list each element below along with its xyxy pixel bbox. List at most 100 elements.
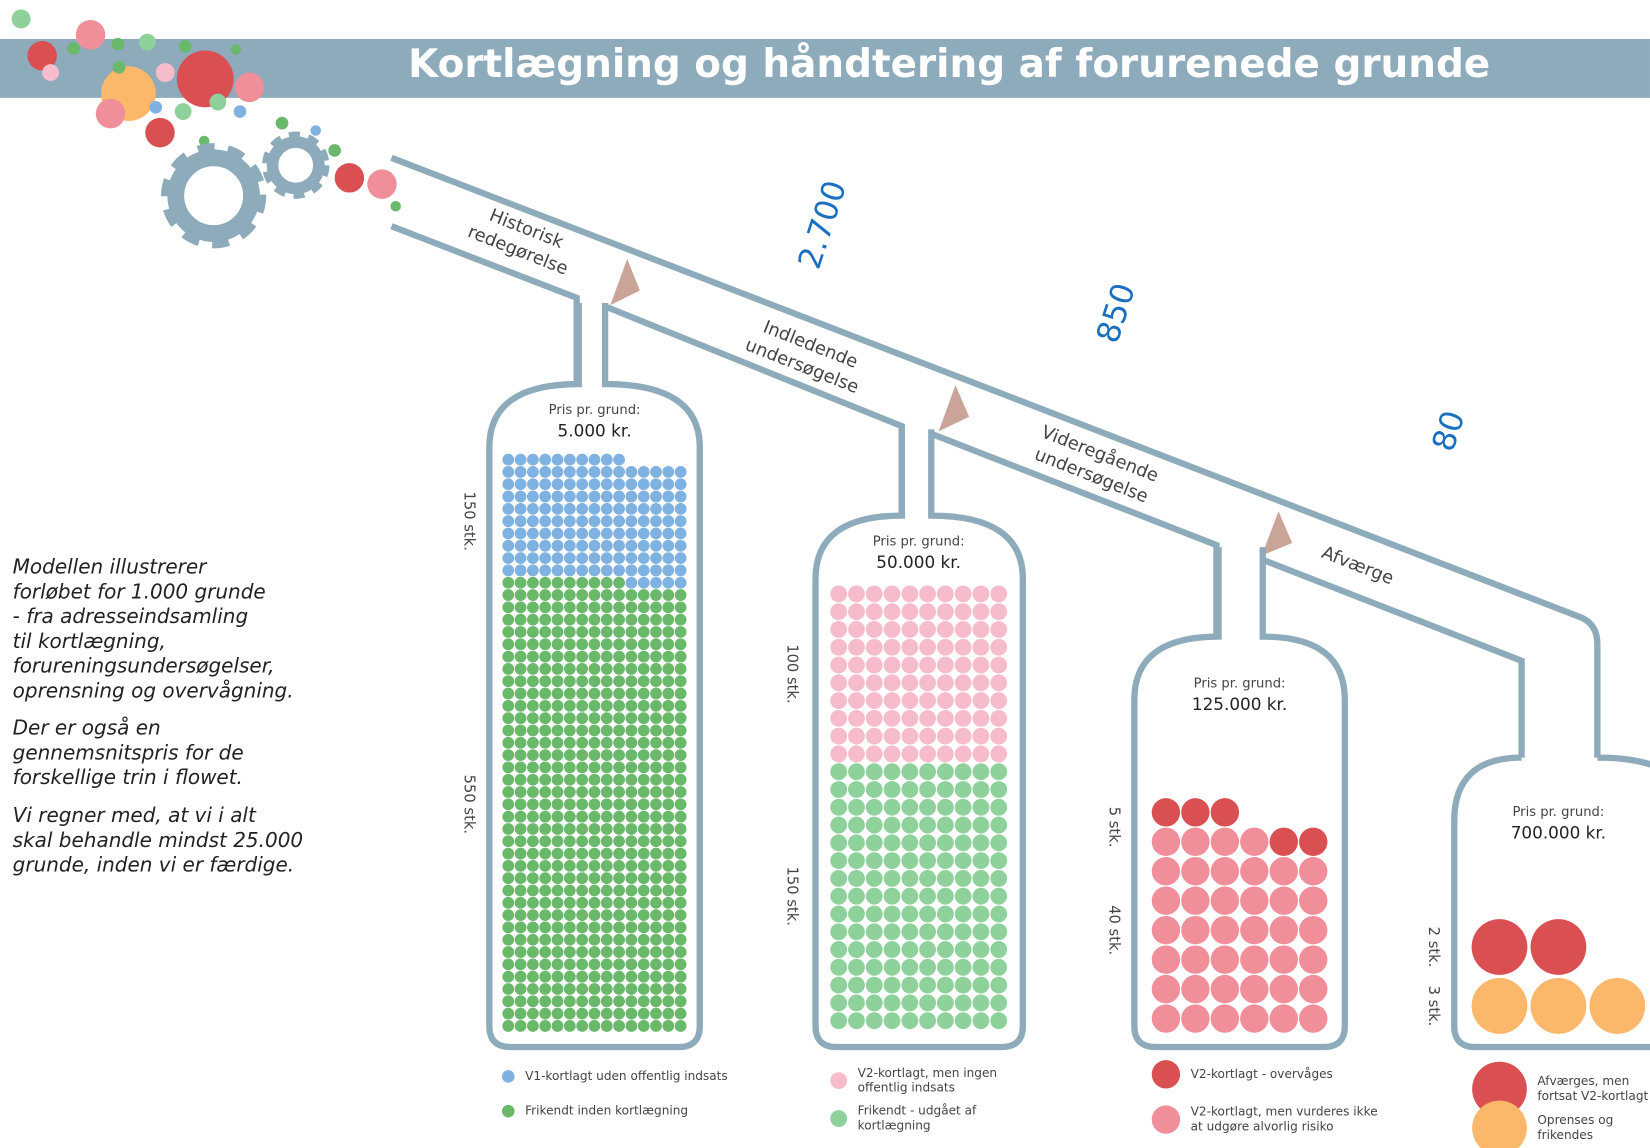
unit-dot [551,601,564,614]
flask [1131,547,1348,1051]
unit-dot [514,798,527,811]
unit-dot [625,933,638,946]
unit-dot [901,1012,919,1030]
unit-dot [527,736,539,749]
unit-dot [954,709,972,727]
unit-dot [674,872,687,885]
unit-dot [883,692,901,710]
unit-dot [650,872,662,885]
unit-dot [650,823,662,835]
unit-dot [954,923,972,941]
unit-dot [588,1007,601,1020]
unit-dot [613,798,625,811]
legend-text: kortlægning [858,1118,931,1132]
unit-dot [662,712,675,725]
unit-dot [830,994,848,1012]
unit-dot [613,946,625,958]
unit-dot [637,872,650,885]
unit-dot [539,860,552,872]
unit-dot [539,823,552,835]
unit-dot [527,786,539,798]
unit-dot [563,502,576,515]
unit-dot [972,941,990,958]
unit-dot [563,909,576,922]
unit-dot [883,745,901,763]
unit-dot [674,773,687,786]
unit-dot [527,687,539,700]
unit-dot [527,761,539,774]
unit-dot [576,552,589,565]
unit-dot [625,921,638,934]
unit-dot [674,958,687,971]
unit-dot [625,749,638,761]
unit-dot [563,601,576,614]
unit-dot [901,692,919,710]
unit-dot [865,905,883,923]
unit-dot [576,478,589,491]
unit-dot [883,781,901,798]
unit-dot [1210,945,1240,974]
unit-dot [502,786,515,798]
unit-dot [588,1020,601,1032]
unit-dot [674,502,687,515]
unit-dot [662,921,675,934]
unit-dot [600,675,613,688]
unit-dot [514,773,527,786]
unit-dot [901,709,919,727]
unit-dot [613,638,625,651]
unit-dot [514,810,527,823]
unit-dot [514,1007,527,1020]
unit-dot [551,712,564,725]
unit-dot [1210,857,1240,886]
unit-dot [919,585,937,603]
unit-dot [539,749,552,761]
unit-dot [576,576,589,589]
unit-dot [674,970,687,983]
unit-dot [502,958,515,971]
unit-dot [674,995,687,1008]
unit-dot [883,603,901,621]
unit-dot [662,699,675,712]
unit-dot [576,921,589,934]
unit-dot [576,527,589,540]
unit-dot [936,603,954,621]
unit-dot [972,621,990,638]
unit-dot [919,763,937,781]
unit-dot [527,909,539,922]
unit-dot [1210,827,1240,857]
unit-dot [662,946,675,958]
unit-dot [502,724,515,737]
unit-dot [563,786,576,798]
unit-dot [514,896,527,909]
unit-dot [576,810,589,823]
unit-dot [637,675,650,688]
unit-dot [600,663,613,675]
unit-dot [539,983,552,995]
unit-dot [990,1012,1008,1030]
unit-dot [662,539,675,552]
unit-dot [990,674,1008,692]
unit-dot [551,884,564,897]
unit-dot [551,983,564,995]
unit-dot [613,539,625,552]
unit-dot [576,872,589,885]
unit-dot [613,527,625,540]
unit-dot [650,786,662,798]
unit-dot [625,724,638,737]
unit-dot [514,699,527,712]
unit-dot [625,663,638,675]
unit-dot [551,478,564,491]
unit-dot [600,1020,613,1032]
unit-dot [865,958,883,976]
unit-dot [1530,919,1587,975]
unit-dot [600,823,613,835]
unit-dot [919,905,937,923]
unit-dot [600,860,613,872]
unit-dot [588,798,601,811]
unit-dot [588,626,601,638]
unit-dot [588,589,601,601]
unit-dot [514,1020,527,1032]
unit-dot [990,781,1008,798]
unit-dot [563,527,576,540]
unit-dot [865,869,883,887]
